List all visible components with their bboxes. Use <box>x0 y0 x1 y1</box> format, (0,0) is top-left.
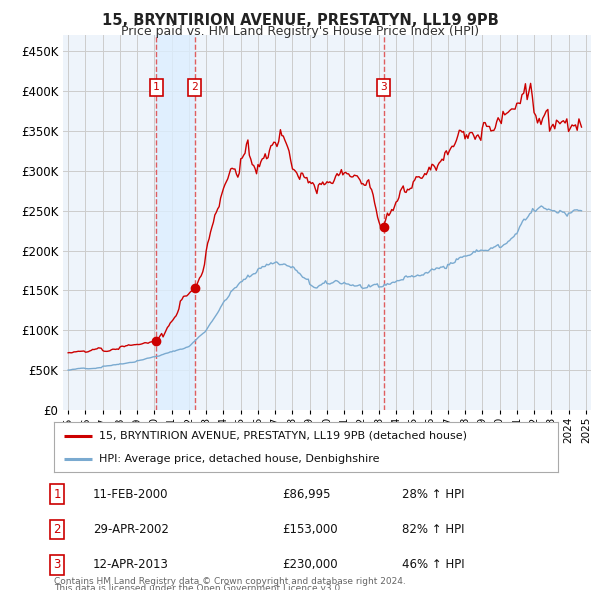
Text: This data is licensed under the Open Government Licence v3.0.: This data is licensed under the Open Gov… <box>54 584 343 590</box>
Text: 3: 3 <box>53 558 61 572</box>
Text: 2: 2 <box>53 523 61 536</box>
Text: 46% ↑ HPI: 46% ↑ HPI <box>402 558 464 572</box>
Text: Price paid vs. HM Land Registry's House Price Index (HPI): Price paid vs. HM Land Registry's House … <box>121 25 479 38</box>
Text: £86,995: £86,995 <box>282 487 331 501</box>
Text: 28% ↑ HPI: 28% ↑ HPI <box>402 487 464 501</box>
Text: £230,000: £230,000 <box>282 558 338 572</box>
Text: 3: 3 <box>380 82 387 92</box>
Bar <box>157 35 194 410</box>
Text: Contains HM Land Registry data © Crown copyright and database right 2024.: Contains HM Land Registry data © Crown c… <box>54 577 406 586</box>
Text: 2: 2 <box>191 82 198 92</box>
Text: 15, BRYNTIRION AVENUE, PRESTATYN, LL19 9PB: 15, BRYNTIRION AVENUE, PRESTATYN, LL19 9… <box>101 13 499 28</box>
Text: 15, BRYNTIRION AVENUE, PRESTATYN, LL19 9PB (detached house): 15, BRYNTIRION AVENUE, PRESTATYN, LL19 9… <box>100 431 467 441</box>
Text: 12-APR-2013: 12-APR-2013 <box>93 558 169 572</box>
Text: 82% ↑ HPI: 82% ↑ HPI <box>402 523 464 536</box>
Text: 1: 1 <box>153 82 160 92</box>
Text: 1: 1 <box>53 487 61 501</box>
Text: HPI: Average price, detached house, Denbighshire: HPI: Average price, detached house, Denb… <box>100 454 380 464</box>
Text: £153,000: £153,000 <box>282 523 338 536</box>
Text: 29-APR-2002: 29-APR-2002 <box>93 523 169 536</box>
Text: 11-FEB-2000: 11-FEB-2000 <box>93 487 169 501</box>
